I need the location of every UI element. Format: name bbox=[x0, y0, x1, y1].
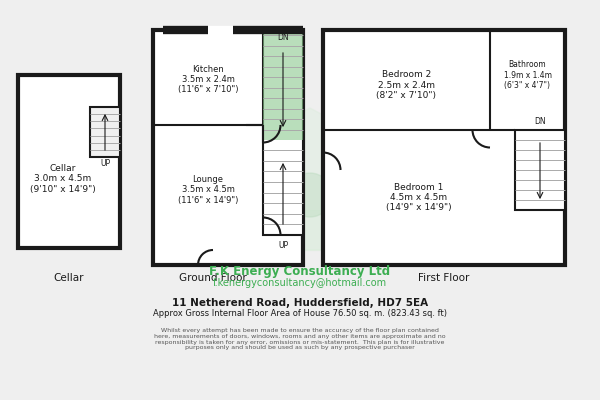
Text: Approx Gross Internal Floor Area of House 76.50 sq. m. (823.43 sq. ft): Approx Gross Internal Floor Area of Hous… bbox=[153, 310, 447, 318]
Text: DN: DN bbox=[277, 34, 289, 42]
Text: Bedroom 1
4.5m x 4.5m
(14'9" x 14'9"): Bedroom 1 4.5m x 4.5m (14'9" x 14'9") bbox=[386, 182, 452, 212]
Text: Kitchen
3.5m x 2.4m
(11'6" x 7'10"): Kitchen 3.5m x 2.4m (11'6" x 7'10") bbox=[178, 65, 238, 94]
Text: 11 Netherend Road, Huddersfield, HD7 5EA: 11 Netherend Road, Huddersfield, HD7 5EA bbox=[172, 298, 428, 308]
Bar bbox=[90, 107, 120, 157]
Text: Bedroom 2
2.5m x 2.4m
(8'2" x 7'10"): Bedroom 2 2.5m x 2.4m (8'2" x 7'10") bbox=[377, 70, 437, 100]
Text: F.K Energy Consultancy Ltd: F.K Energy Consultancy Ltd bbox=[209, 266, 391, 278]
Text: Cellar
3.0m x 4.5m
(9'10" x 14'9"): Cellar 3.0m x 4.5m (9'10" x 14'9") bbox=[30, 164, 96, 194]
Text: UP: UP bbox=[278, 240, 288, 250]
Text: DN: DN bbox=[534, 118, 546, 126]
Polygon shape bbox=[240, 108, 380, 250]
Bar bbox=[515, 130, 565, 210]
Polygon shape bbox=[288, 210, 332, 250]
Bar bbox=[153, 30, 303, 265]
Text: Lounge
3.5m x 4.5m
(11'6" x 14'9"): Lounge 3.5m x 4.5m (11'6" x 14'9") bbox=[178, 175, 238, 205]
Bar bbox=[263, 30, 303, 235]
Text: First Floor: First Floor bbox=[418, 273, 470, 283]
Text: f.kenergyconsultancy@hotmail.com: f.kenergyconsultancy@hotmail.com bbox=[213, 278, 387, 288]
Text: Bathroom
1.9m x 1.4m
(6'3" x 4'7"): Bathroom 1.9m x 1.4m (6'3" x 4'7") bbox=[503, 60, 551, 90]
Bar bbox=[323, 30, 565, 265]
Text: Ground Floor: Ground Floor bbox=[179, 273, 247, 283]
Text: UP: UP bbox=[100, 160, 110, 168]
Circle shape bbox=[288, 173, 332, 217]
Bar bbox=[263, 30, 303, 140]
Bar bbox=[18, 75, 120, 248]
Text: Cellar: Cellar bbox=[54, 273, 84, 283]
Text: Whilst every attempt has been made to ensure the accuracy of the floor plan cont: Whilst every attempt has been made to en… bbox=[154, 328, 446, 350]
